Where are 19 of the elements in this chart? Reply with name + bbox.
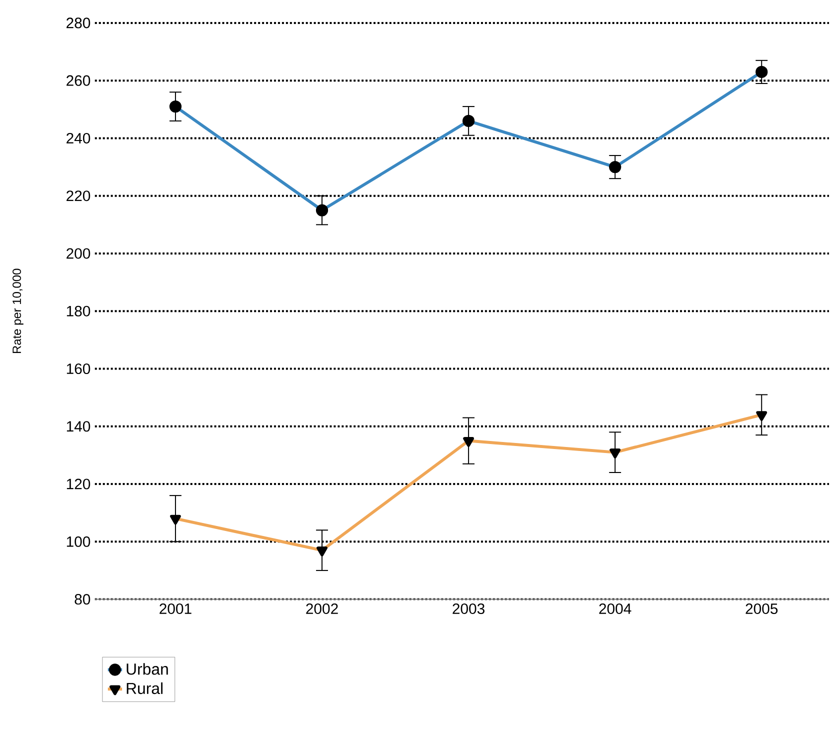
x-tick-label: 2004	[599, 603, 632, 614]
y-tick-label: 200	[66, 248, 90, 259]
y-axis-title: Rate per 10,000	[12, 268, 24, 353]
legend-label: Urban	[126, 663, 168, 675]
y-tick-label: 240	[66, 132, 90, 144]
y-tick-label: 80	[74, 594, 90, 605]
x-tick-label: 2002	[306, 603, 338, 614]
y-tick-label: 100	[66, 536, 90, 547]
y-tick-label: 180	[66, 306, 90, 316]
y-tick-label: 220	[66, 190, 90, 202]
y-tick-label: 280	[66, 18, 90, 28]
x-tick-label: 2003	[452, 603, 484, 614]
y-tick-label: 120	[66, 478, 90, 490]
x-tick-label: 2005	[746, 603, 778, 614]
y-tick-label: 260	[66, 75, 90, 86]
y-tick-label: 140	[66, 421, 90, 432]
y-tick-label: 160	[66, 363, 90, 374]
x-tick-label: 2001	[160, 603, 192, 614]
legend-label: Rural	[126, 682, 163, 694]
